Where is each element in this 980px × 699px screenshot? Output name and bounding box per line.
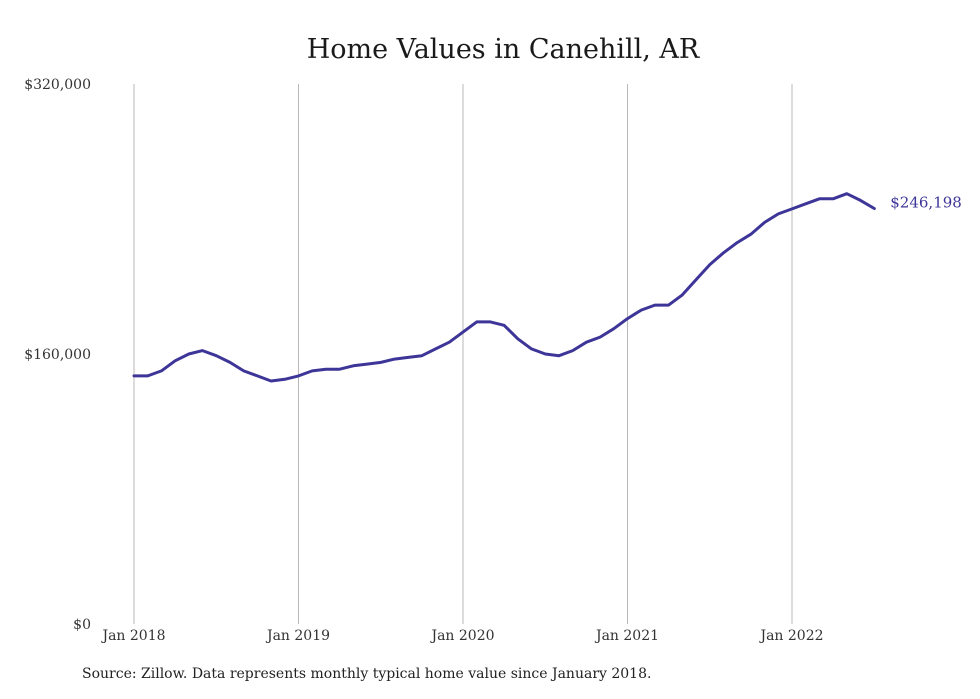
source-note: Source: Zillow. Data represents monthly …: [82, 666, 652, 682]
x-axis: Jan 2018 Jan 2019 Jan 2020 Jan 2021 Jan 2022: [100, 628, 823, 644]
y-tick-label: $160,000: [24, 347, 91, 363]
y-axis: $0 $160,000 $320,000: [24, 77, 91, 633]
x-tick-label: Jan 2020: [429, 628, 494, 644]
y-tick-label: $0: [73, 617, 91, 633]
series-layer: $246,198: [132, 192, 962, 383]
y-tick-label: $320,000: [24, 77, 91, 93]
end-value-label: $246,198: [890, 194, 962, 212]
series-line-0: [132, 192, 876, 383]
x-tick-label: Jan 2019: [265, 628, 330, 644]
chart-title: Home Values in Canehill, AR: [307, 34, 700, 65]
x-tick-label: Jan 2022: [758, 628, 823, 644]
grid-layer: [133, 84, 793, 624]
x-tick-label: Jan 2021: [594, 628, 659, 644]
x-tick-label: Jan 2018: [100, 628, 165, 644]
